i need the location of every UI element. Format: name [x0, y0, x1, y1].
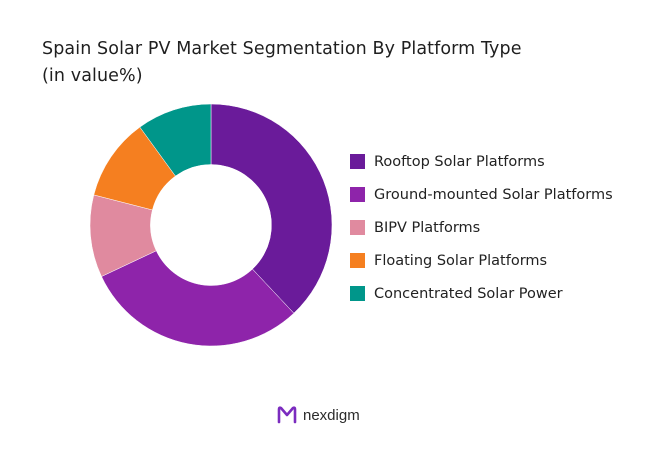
chart-title: Spain Solar PV Market Segmentation By Pl… [42, 39, 522, 59]
legend-item-5: Concentrated Solar Power [350, 277, 613, 310]
legend-item-2: Ground-mounted Solar Platforms [350, 178, 613, 211]
legend-item-3: BIPV Platforms [350, 211, 613, 244]
chart-title-block: Spain Solar PV Market Segmentation By Pl… [42, 36, 522, 90]
chart-subtitle: (in value%) [42, 66, 143, 86]
nexdigm-logo-icon [277, 406, 297, 424]
brand-footer: nexdigm [276, 405, 360, 425]
donut-slice-5 [139, 103, 212, 177]
legend-item-4: Floating Solar Platforms [350, 244, 613, 277]
legend-label: Floating Solar Platforms [374, 252, 548, 269]
legend-swatch [350, 286, 365, 301]
legend-label: Rooftop Solar Platforms [374, 153, 545, 170]
legend-label: BIPV Platforms [374, 219, 481, 236]
legend-swatch [350, 253, 365, 268]
chart-legend: Rooftop Solar Platforms Ground-mounted So… [350, 145, 613, 310]
brand-name: nexdigm [303, 406, 360, 424]
donut-slice-2 [101, 250, 295, 347]
legend-label: Concentrated Solar Power [374, 285, 563, 302]
legend-swatch [350, 187, 365, 202]
legend-swatch [350, 154, 365, 169]
legend-label: Ground-mounted Solar Platforms [374, 186, 613, 203]
legend-swatch [350, 220, 365, 235]
donut-slice-1 [210, 103, 333, 314]
legend-item-1: Rooftop Solar Platforms [350, 145, 613, 178]
